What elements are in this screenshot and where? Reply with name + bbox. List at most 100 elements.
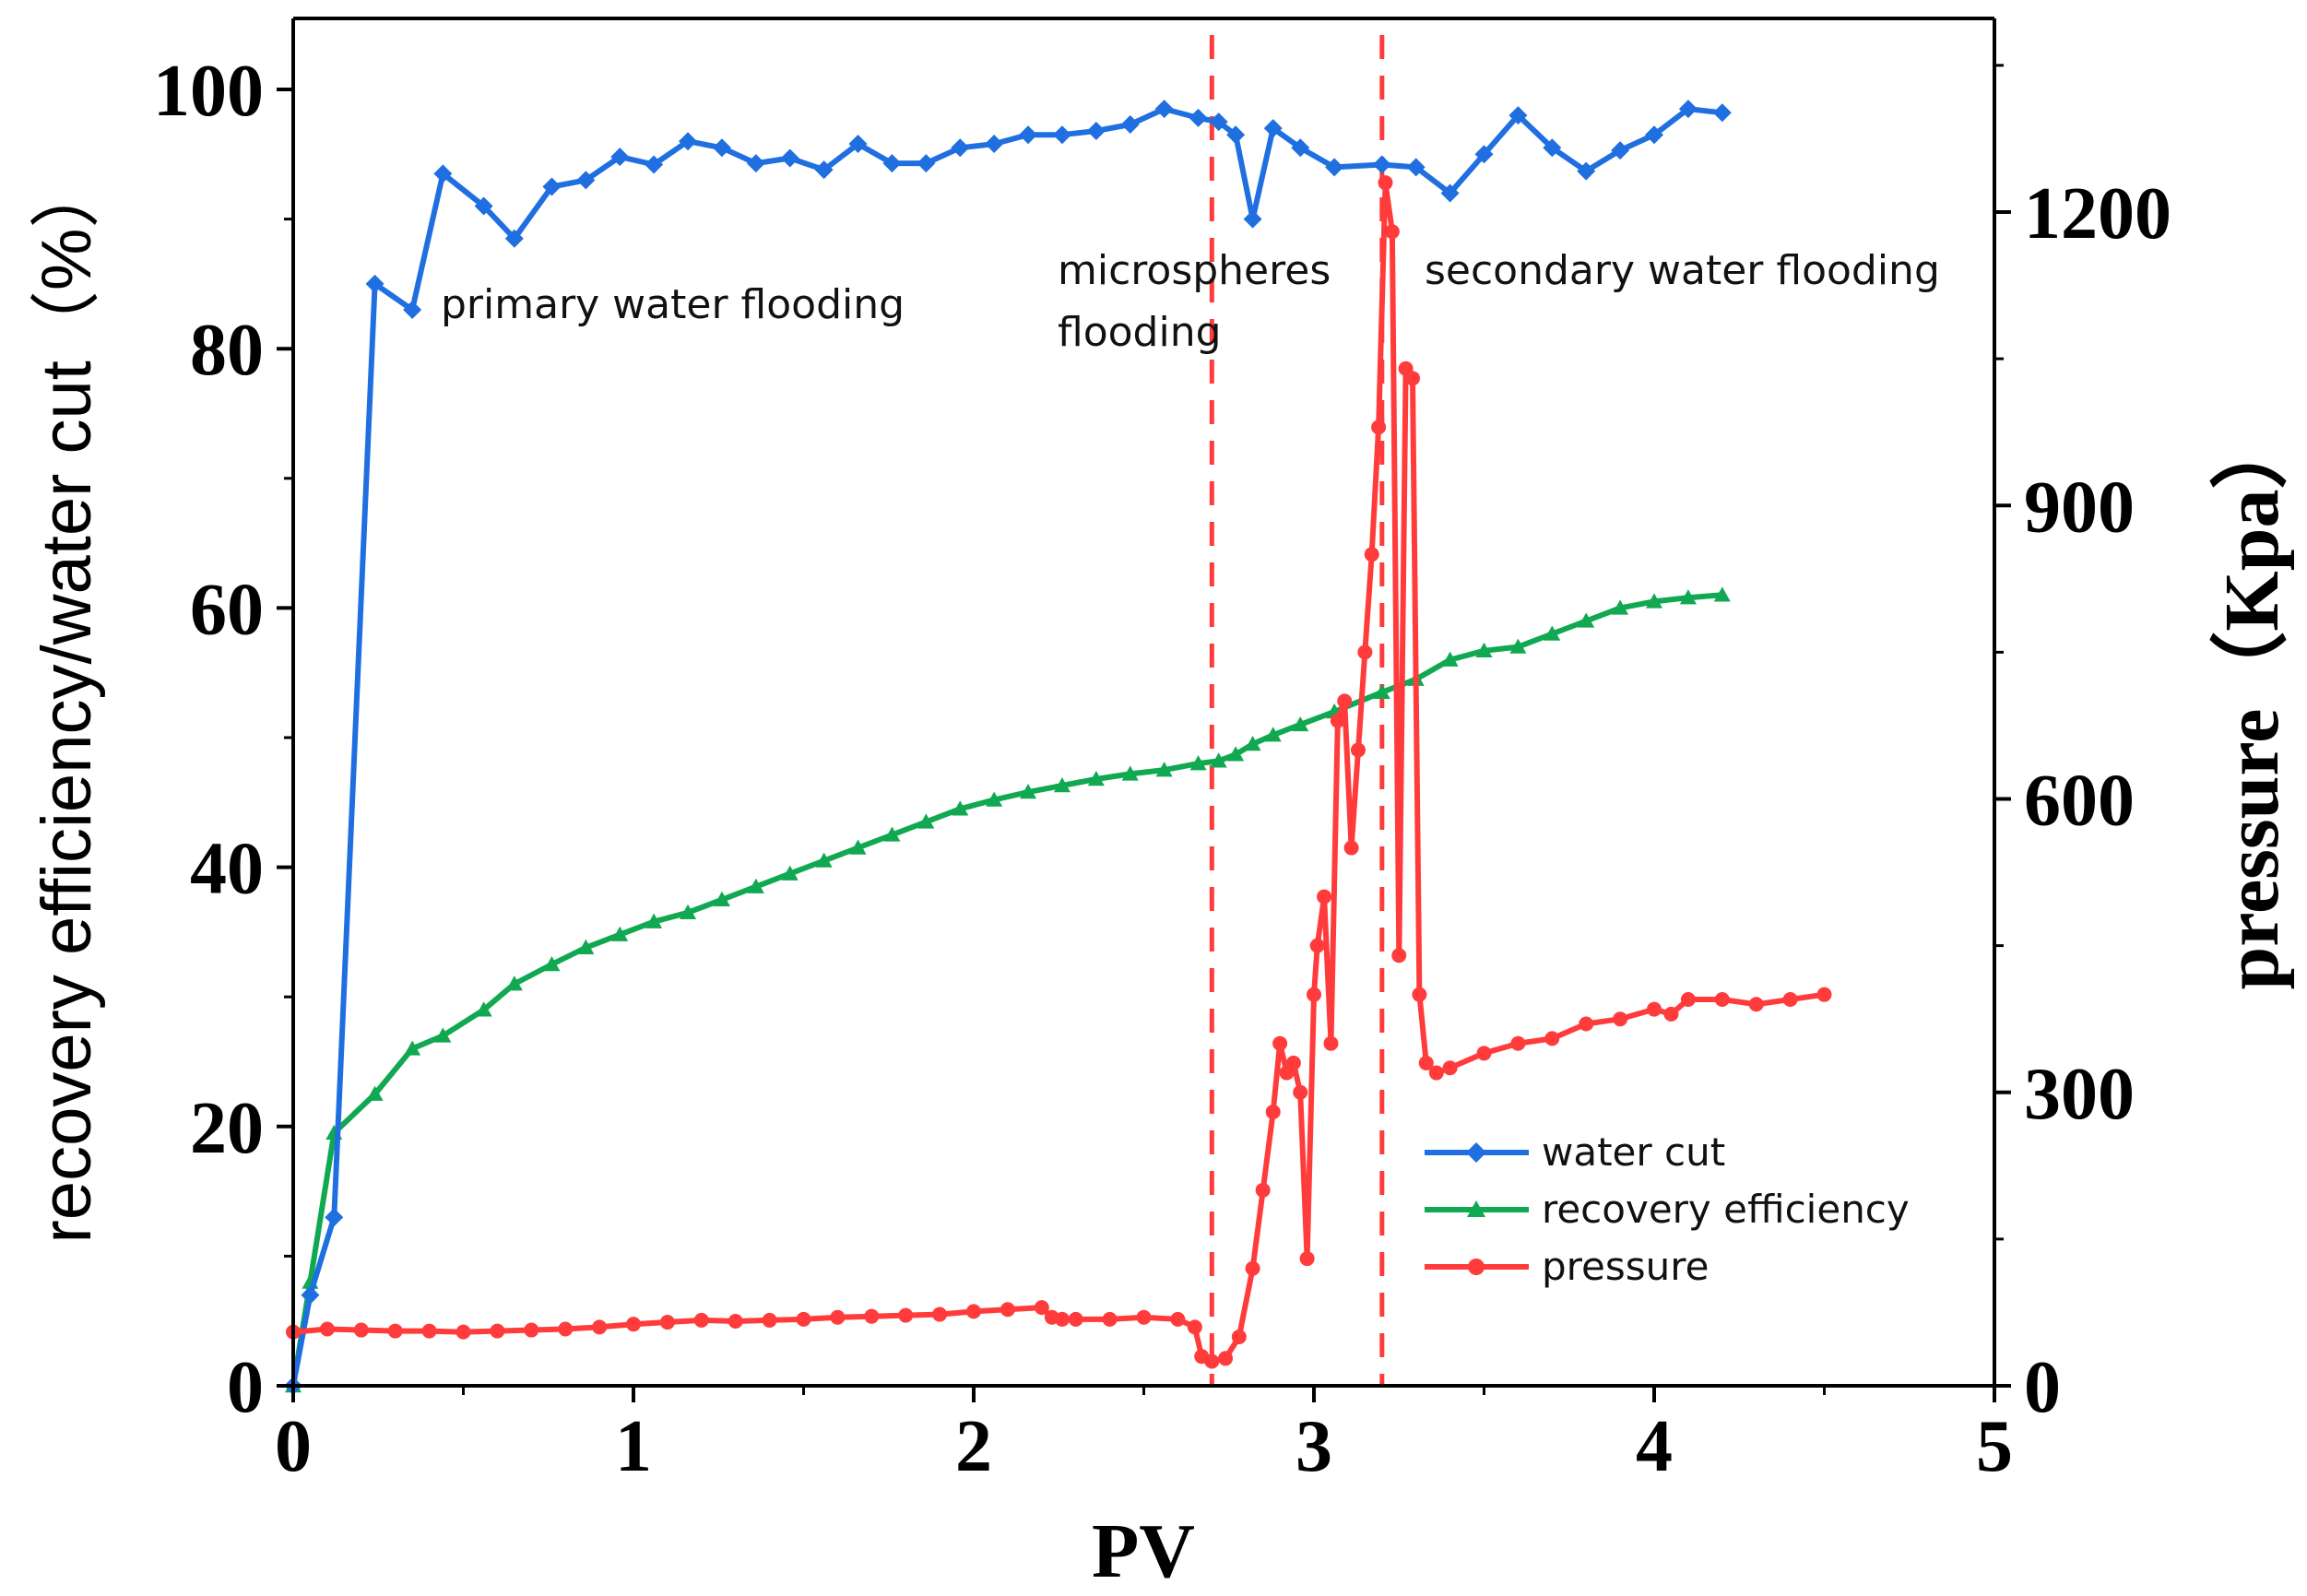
water-cut-point (1577, 161, 1596, 181)
pressure-point (796, 1311, 811, 1327)
pressure-point (898, 1307, 914, 1323)
recovery-efficiency-point (1373, 683, 1390, 699)
water-cut-point (1189, 108, 1208, 127)
recovery-efficiency-point (815, 852, 833, 868)
recovery-efficiency-point (1475, 642, 1493, 657)
pressure-point (1245, 1260, 1260, 1276)
water-cut-point (365, 274, 384, 293)
water-cut-point (985, 135, 1004, 154)
pressure-point (455, 1324, 471, 1340)
pressure-point (1418, 1055, 1434, 1070)
water-cut-point (1120, 114, 1140, 134)
water-cut-point (504, 229, 524, 248)
recovery-efficiency-point (577, 939, 595, 954)
water-cut-point (1325, 158, 1344, 177)
water-cut-point (1611, 141, 1630, 160)
recovery-efficiency-point (849, 839, 867, 855)
recovery-efficiency-point (645, 913, 663, 928)
recovery-efficiency-point (1155, 762, 1173, 777)
recovery-efficiency-point (1646, 593, 1662, 609)
x-tick-label: 4 (1636, 1406, 1673, 1487)
pressure-point (421, 1323, 437, 1339)
x-tick-label: 0 (275, 1406, 312, 1487)
pressure-point (1034, 1300, 1049, 1316)
pressure-point (626, 1317, 641, 1332)
recovery-efficiency-point (1053, 777, 1071, 793)
pressure-point (1391, 948, 1407, 964)
recovery-efficiency-point (1612, 599, 1629, 615)
recovery-efficiency-point (1578, 612, 1595, 628)
recovery-efficiency-point (747, 878, 764, 893)
water-cut-point (814, 160, 834, 180)
annotation-primary: primary water flooding (441, 281, 905, 328)
water-cut-point (679, 132, 698, 151)
recovery-efficiency-point (505, 975, 523, 991)
y-left-tick-label: 40 (190, 829, 264, 910)
water-cut-point (882, 154, 902, 173)
pressure-point (1285, 1055, 1301, 1070)
pressure-point (1307, 987, 1321, 1002)
pressure-point (1136, 1309, 1152, 1325)
legend-label-pressure: pressure (1542, 1244, 1709, 1289)
pressure-point (1816, 987, 1832, 1002)
water-cut-point (1052, 125, 1071, 145)
water-cut-point (1508, 106, 1528, 125)
pressure-point (728, 1313, 743, 1329)
water-cut-point (1243, 209, 1262, 229)
pressure-point (1544, 1031, 1560, 1046)
water-cut-point (403, 301, 422, 320)
pressure-point (319, 1321, 335, 1337)
pressure-point (1323, 1035, 1339, 1051)
pressure-point (387, 1323, 403, 1339)
pressure-point (1510, 1035, 1526, 1051)
legend-marker-recovery-efficiency (1467, 1200, 1485, 1217)
water-cut-point (645, 155, 664, 174)
pressure-point (1330, 713, 1345, 728)
y-left-tick-label: 20 (190, 1088, 264, 1169)
recovery-efficiency-point (713, 891, 730, 906)
water-cut-point (1086, 121, 1106, 140)
legend-marker-water-cut (1466, 1142, 1486, 1163)
water-cut-point (917, 154, 936, 173)
water-cut-point (1543, 138, 1562, 158)
pressure-point (1428, 1065, 1444, 1081)
pressure-point (966, 1304, 981, 1319)
x-tick-label: 1 (615, 1406, 652, 1487)
water-cut-point (746, 154, 765, 173)
recovery-efficiency-point (611, 926, 629, 941)
water-cut-point (1263, 119, 1283, 138)
annotation-microspheres-2: flooding (1058, 309, 1222, 356)
recovery-efficiency-point (1713, 586, 1731, 602)
recovery-efficiency-point (1509, 638, 1527, 654)
pressure-point (1337, 693, 1353, 709)
pressure-point (1343, 840, 1359, 856)
y-right-tick-label: 600 (2024, 761, 2135, 842)
recovery-efficiency-point (1244, 736, 1261, 751)
pressure-point (1613, 1011, 1628, 1027)
y-right-tick-label: 300 (2024, 1054, 2135, 1135)
water-cut-point (1406, 158, 1426, 177)
water-cut-point (610, 148, 630, 167)
recovery-efficiency-point (917, 813, 935, 829)
recovery-efficiency-point (1544, 625, 1561, 641)
pressure-point (1663, 1006, 1679, 1022)
water-cut-point (712, 138, 731, 158)
recovery-efficiency-point (543, 956, 561, 972)
pressure-point (1412, 987, 1427, 1002)
water-cut-point (1019, 125, 1038, 145)
pressure-point (1218, 1351, 1234, 1366)
pressure-point (1102, 1311, 1118, 1327)
pressure-point (1000, 1302, 1015, 1318)
recovery-efficiency-point (952, 800, 969, 816)
pressure-point (353, 1322, 369, 1338)
x-tick-label: 3 (1295, 1406, 1332, 1487)
water-cut-point (1645, 125, 1663, 145)
pressure-point (1680, 991, 1696, 1007)
y-left-tick-label: 80 (190, 310, 264, 391)
pressure-point (1357, 644, 1373, 660)
pressure-point (1255, 1182, 1271, 1198)
legend-label-recovery-efficiency: recovery efficiency (1542, 1187, 1910, 1232)
water-cut-point (1372, 155, 1391, 174)
